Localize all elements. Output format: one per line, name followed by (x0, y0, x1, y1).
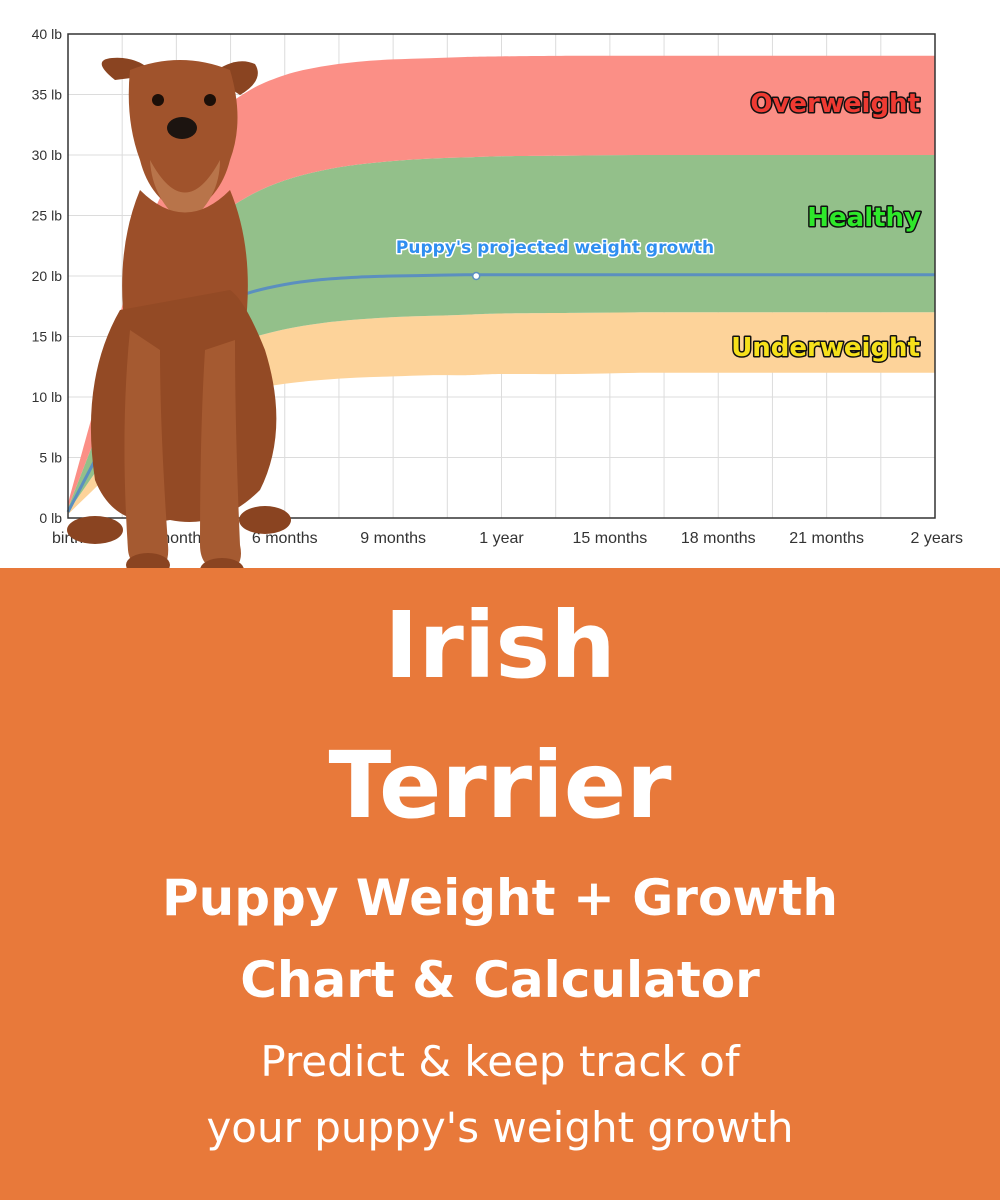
series-marker (471, 271, 481, 281)
breed-name-line1: Irish (384, 592, 616, 699)
chart-labels: Underweight Healthy Overweight Puppy's proj… (394, 88, 922, 365)
x-tick-label: 21 months (789, 530, 864, 547)
x-tick-label: 1 year (479, 530, 524, 547)
band-label-healthy: Healthy (807, 203, 921, 233)
chart-axes: 0 lb 5 lb 10 lb 15 lb 20 lb 25 lb 30 lb 35 lb 40… (32, 26, 963, 547)
weight-chart-svg: 0 lb 5 lb 10 lb 15 lb 20 lb 25 lb 30 lb 35 lb 40… (32, 26, 963, 547)
y-tick-label: 0 lb (39, 510, 62, 526)
band-healthy (68, 154, 935, 512)
y-tick-label: 40 lb (32, 26, 63, 42)
weight-chart: 0 lb 5 lb 10 lb 15 lb 20 lb 25 lb 30 lb 35 lb 40… (0, 0, 1000, 582)
subtitle-line2: Chart & Calculator (240, 951, 760, 1009)
weight-bands (68, 55, 935, 515)
y-tick-label: 20 lb (32, 268, 63, 284)
x-tick-label: 15 months (573, 530, 648, 547)
band-label-overweight: Overweight (750, 89, 920, 119)
y-tick-label: 30 lb (32, 147, 63, 163)
x-tick-label: 18 months (681, 530, 756, 547)
y-tick-label: 10 lb (32, 389, 63, 405)
tagline-line2: your puppy's weight growth (206, 1103, 794, 1152)
plot-frame (67, 33, 936, 519)
x-tick-label: 6 months (252, 530, 318, 547)
y-tick-label: 15 lb (32, 329, 63, 345)
band-underweight (68, 312, 935, 515)
tagline-line1: Predict & keep track of (260, 1037, 740, 1086)
series-label-projected-growth: Puppy's projected weight growth (396, 238, 714, 258)
y-tick-label: 35 lb (32, 87, 63, 103)
band-label-underweight: Underweight (731, 333, 920, 363)
band-overweight (68, 55, 935, 509)
x-tick-label: 9 months (360, 530, 426, 547)
x-tick-label: 2 years (911, 530, 963, 547)
breed-name-line2: Terrier (328, 732, 672, 839)
y-tick-label: 5 lb (39, 450, 62, 466)
title-banner: Irish Terrier Puppy Weight + Growth Char… (0, 568, 1000, 1200)
y-tick-label: 25 lb (32, 208, 63, 224)
subtitle-line1: Puppy Weight + Growth (162, 869, 838, 927)
irish-terrier-dog-image (67, 57, 291, 582)
